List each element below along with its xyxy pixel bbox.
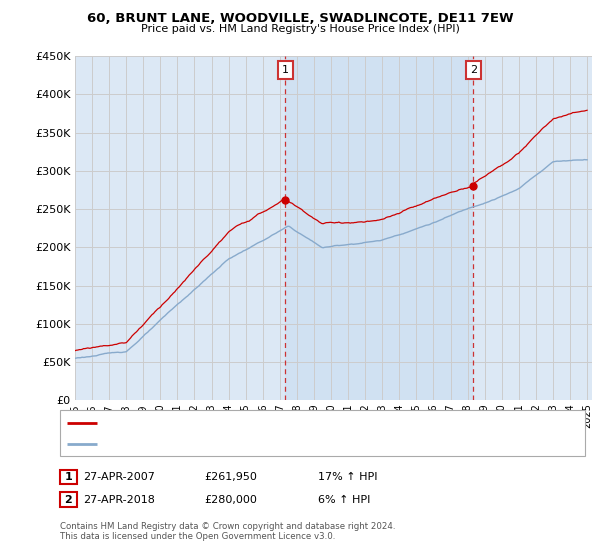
Text: 1: 1 bbox=[65, 472, 72, 482]
Text: HPI: Average price, detached house, South Derbyshire: HPI: Average price, detached house, Sout… bbox=[103, 438, 377, 449]
Text: 6% ↑ HPI: 6% ↑ HPI bbox=[318, 494, 370, 505]
Text: 60, BRUNT LANE, WOODVILLE, SWADLINCOTE, DE11 7EW: 60, BRUNT LANE, WOODVILLE, SWADLINCOTE, … bbox=[86, 12, 514, 25]
Text: 2: 2 bbox=[470, 65, 477, 75]
Bar bbox=[286, 56, 473, 400]
Text: 27-APR-2007: 27-APR-2007 bbox=[83, 472, 155, 482]
Text: 27-APR-2018: 27-APR-2018 bbox=[83, 494, 155, 505]
Text: Price paid vs. HM Land Registry's House Price Index (HPI): Price paid vs. HM Land Registry's House … bbox=[140, 24, 460, 34]
Text: 2: 2 bbox=[65, 494, 72, 505]
Text: 60, BRUNT LANE, WOODVILLE, SWADLINCOTE, DE11 7EW (detached house): 60, BRUNT LANE, WOODVILLE, SWADLINCOTE, … bbox=[103, 418, 487, 428]
Text: 17% ↑ HPI: 17% ↑ HPI bbox=[318, 472, 377, 482]
Text: £280,000: £280,000 bbox=[204, 494, 257, 505]
Text: 1: 1 bbox=[282, 65, 289, 75]
Text: Contains HM Land Registry data © Crown copyright and database right 2024.
This d: Contains HM Land Registry data © Crown c… bbox=[60, 522, 395, 542]
Text: £261,950: £261,950 bbox=[204, 472, 257, 482]
